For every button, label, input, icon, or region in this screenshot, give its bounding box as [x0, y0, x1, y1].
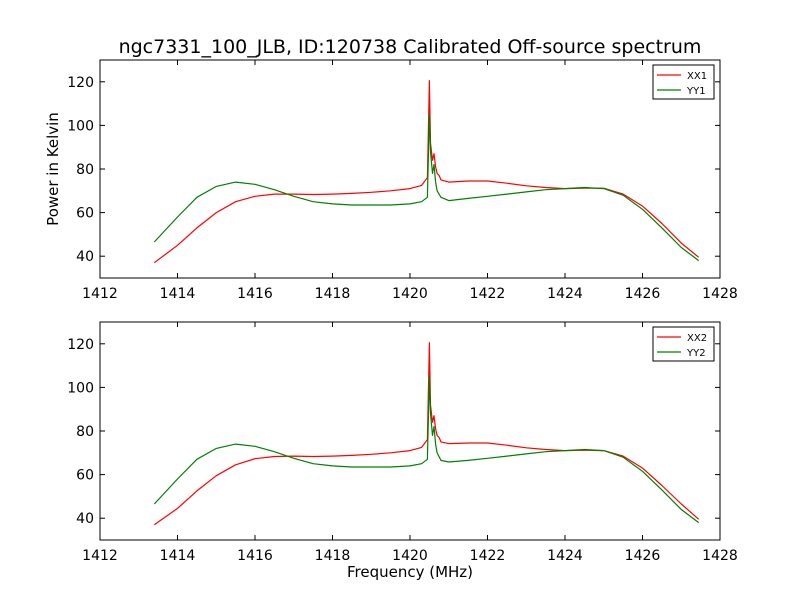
bottom-x-tick-label: 1414	[160, 548, 196, 564]
top-legend-label-yy1: YY1	[686, 86, 706, 97]
bottom-y-tick-label: 120	[67, 337, 94, 353]
bottom-x-tick-label: 1416	[237, 548, 273, 564]
bottom-legend-label-yy2: YY2	[686, 348, 706, 359]
bottom-y-tick-label: 100	[67, 380, 94, 396]
top-y-axis-label: Power in Kelvin	[44, 112, 62, 226]
bottom-y-tick-label: 60	[76, 468, 94, 484]
bottom-x-tick-label: 1424	[547, 548, 583, 564]
bottom-x-tick-label: 1428	[702, 548, 738, 564]
bottom-series-line-yy2	[153, 375, 700, 524]
top-y-tick-label: 60	[76, 206, 94, 222]
top-y-tick-label: 40	[76, 249, 94, 265]
top-x-tick-label: 1414	[160, 286, 196, 302]
bottom-series-line-xx2	[153, 342, 700, 526]
top-y-tick-label: 80	[76, 162, 94, 178]
top-x-tick-label: 1412	[82, 286, 118, 302]
top-x-tick-label: 1416	[237, 286, 273, 302]
top-x-tick-label: 1422	[470, 286, 506, 302]
bottom-x-axis-label: Frequency (MHz)	[347, 563, 473, 581]
top-series-line-xx1	[153, 80, 700, 264]
bottom-legend	[652, 326, 715, 362]
bottom-y-tick-label: 80	[76, 424, 94, 440]
top-series-line-yy1	[153, 113, 700, 262]
top-x-tick-label: 1426	[625, 286, 661, 302]
chart-title: ngc7331_100_JLB, ID:120738 Calibrated Of…	[119, 36, 702, 58]
top-axes-frame	[99, 59, 721, 279]
bottom-x-tick-label: 1418	[315, 548, 351, 564]
top-x-tick-label: 1420	[392, 286, 428, 302]
top-y-tick-label: 120	[67, 75, 94, 91]
bottom-x-tick-label: 1420	[392, 548, 428, 564]
top-legend-label-xx1: XX1	[687, 71, 707, 82]
top-y-tick-label: 100	[67, 118, 94, 134]
bottom-axes-frame	[99, 321, 721, 541]
bottom-panel: 1412 1414 1416 1418 1420 1422 1424 1426 1428 40 60…	[67, 321, 738, 581]
top-legend	[652, 64, 715, 100]
bottom-x-tick-label: 1426	[625, 548, 661, 564]
bottom-x-tick-label: 1412	[82, 548, 118, 564]
bottom-y-tick-label: 40	[76, 511, 94, 527]
top-x-tick-label: 1428	[702, 286, 738, 302]
top-x-tick-label: 1418	[315, 286, 351, 302]
top-panel: 1412 1414 1416 1418 1420 1422 1424 1426 1428 40 60…	[44, 59, 738, 302]
top-x-tick-label: 1424	[547, 286, 583, 302]
bottom-x-tick-label: 1422	[470, 548, 506, 564]
bottom-legend-label-xx2: XX2	[687, 333, 707, 344]
